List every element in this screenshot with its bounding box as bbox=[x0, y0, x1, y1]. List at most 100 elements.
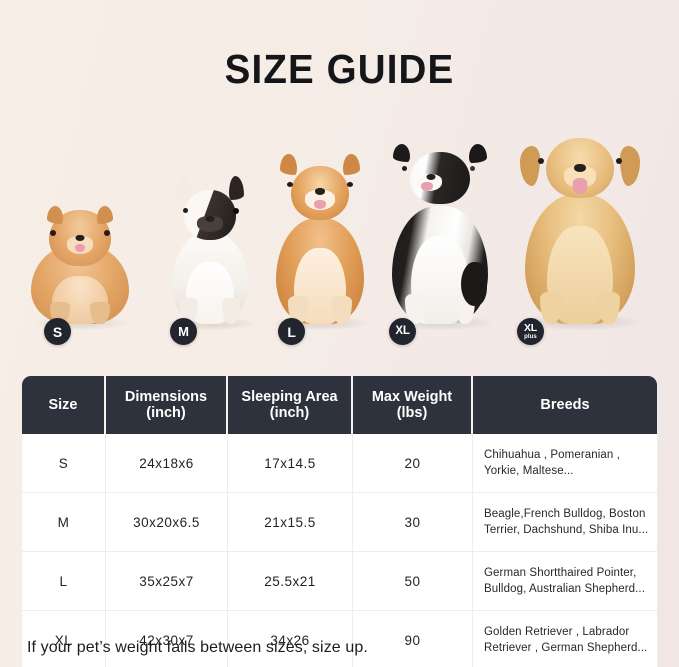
dog-eye-right bbox=[347, 182, 353, 187]
column-header-sleeping-area: Sleeping Area (inch) bbox=[228, 376, 353, 434]
column-header-label: Dimensions bbox=[124, 389, 208, 405]
table-row: XL 42x30x7 34x26 90 Golden Retriever , L… bbox=[22, 610, 657, 667]
dog-eye-left bbox=[287, 182, 293, 187]
dog-eye-left bbox=[50, 230, 56, 236]
size-badge-sublabel: plus bbox=[524, 334, 537, 341]
dog-head bbox=[184, 190, 236, 240]
column-header-dimensions: Dimensions (inch) bbox=[106, 376, 228, 434]
dog-ear-right bbox=[469, 144, 487, 163]
column-header-size: Size bbox=[22, 376, 106, 434]
size-table: Size Dimensions (inch) Sleeping Area (in… bbox=[22, 376, 657, 667]
dog-muzzle bbox=[564, 166, 596, 188]
column-header-label: Max Weight bbox=[371, 389, 453, 405]
dog-figure-xlarge: XL bbox=[365, 125, 515, 350]
dog-figure-large: L bbox=[250, 135, 390, 350]
table-header-row: Size Dimensions (inch) Sleeping Area (in… bbox=[22, 376, 657, 434]
dog-eye-left bbox=[538, 158, 544, 164]
cell-max-weight: 20 bbox=[353, 434, 473, 492]
dog-ear-right bbox=[229, 176, 244, 200]
dog-tongue bbox=[314, 200, 326, 209]
dog-eye-right bbox=[470, 166, 475, 171]
dog-tongue bbox=[75, 244, 85, 252]
dog-eye-left bbox=[183, 208, 188, 213]
dog-nose bbox=[205, 216, 215, 222]
cell-breeds: Chihuahua , Pomeranian , Yorkie, Maltese… bbox=[484, 449, 621, 477]
dog-ear-left bbox=[176, 176, 191, 200]
french-bulldog-illustration bbox=[164, 176, 256, 324]
dog-eye-right bbox=[233, 208, 239, 214]
cell-dimensions: 42x30x7 bbox=[106, 610, 228, 667]
dog-leg-right bbox=[222, 298, 240, 324]
dog-leg-right bbox=[332, 296, 352, 324]
dog-lineup: S M bbox=[0, 120, 679, 350]
cell-size: S bbox=[22, 434, 106, 492]
size-table-container: Size Dimensions (inch) Sleeping Area (in… bbox=[22, 376, 657, 667]
size-badge-xl: XL bbox=[389, 318, 416, 345]
cell-dimensions: 24x18x6 bbox=[106, 434, 228, 492]
size-badge-label: XL bbox=[395, 324, 410, 337]
dog-leg-right bbox=[90, 302, 110, 324]
size-badge-label: L bbox=[287, 323, 296, 340]
table-row: S 24x18x6 17x14.5 20 Chihuahua , Pomeran… bbox=[22, 434, 657, 492]
cell-sleeping-area: 34x26 bbox=[228, 610, 353, 667]
pomeranian-illustration bbox=[28, 206, 132, 324]
size-badge-l: L bbox=[278, 318, 305, 345]
size-badge-s: S bbox=[44, 318, 71, 345]
size-badge-xl-plus: XL plus bbox=[517, 318, 544, 345]
dog-ear-left bbox=[47, 206, 63, 224]
column-header-unit: (lbs) bbox=[396, 405, 428, 421]
table-header: Size Dimensions (inch) Sleeping Area (in… bbox=[22, 376, 657, 434]
dog-leg-left bbox=[288, 296, 308, 324]
column-header-label: Sleeping Area bbox=[241, 389, 338, 405]
dog-leg-left bbox=[180, 298, 198, 324]
cell-sleeping-area: 17x14.5 bbox=[228, 434, 353, 492]
dog-nose bbox=[426, 174, 436, 180]
cell-size: L bbox=[22, 551, 106, 610]
table-row: L 35x25x7 25.5x21 50 German Shortthaired… bbox=[22, 551, 657, 610]
dog-ear-left bbox=[393, 144, 410, 162]
dog-ear-left bbox=[280, 154, 297, 175]
size-badge-label: XL bbox=[523, 321, 538, 334]
dog-nose bbox=[574, 164, 586, 172]
dog-ear-right bbox=[343, 154, 360, 175]
cell-dimensions: 30x20x6.5 bbox=[106, 492, 228, 551]
dog-eye-right bbox=[616, 158, 622, 164]
size-badge-m: M bbox=[170, 318, 197, 345]
dog-leg-left bbox=[540, 292, 562, 324]
cell-breeds: Golden Retriever , Labrador Retriever , … bbox=[473, 610, 657, 667]
column-header-label: Breeds bbox=[540, 397, 590, 413]
dog-ear-left bbox=[520, 146, 540, 186]
dog-eye-left bbox=[402, 166, 407, 171]
dog-nose bbox=[75, 235, 85, 241]
dog-eye-right bbox=[104, 230, 110, 236]
size-badge-label: S bbox=[52, 323, 63, 340]
cell-max-weight: 90 bbox=[353, 610, 473, 667]
dog-marking bbox=[461, 262, 487, 306]
page-title: SIZE GUIDE bbox=[224, 46, 455, 92]
cell-size: XL bbox=[22, 610, 106, 667]
dog-figure-medium: M bbox=[140, 140, 280, 350]
cell-sleeping-area: 25.5x21 bbox=[228, 551, 353, 610]
cell-breeds: Beagle,French Bulldog, Boston Terrier, D… bbox=[473, 492, 657, 551]
golden-retriever-illustration bbox=[518, 132, 642, 324]
cell-max-weight: 50 bbox=[353, 551, 473, 610]
dog-nose bbox=[315, 188, 325, 195]
column-header-max-weight: Max Weight (lbs) bbox=[353, 376, 473, 434]
dog-ear-right bbox=[97, 206, 113, 224]
footnote-text: If your pet’s weight falls between sizes… bbox=[27, 639, 368, 656]
cell-sleeping-area: 21x15.5 bbox=[228, 492, 353, 551]
dog-muzzle bbox=[197, 216, 223, 232]
shiba-inu-illustration bbox=[270, 154, 370, 324]
cell-max-weight: 30 bbox=[353, 492, 473, 551]
dog-figure-xlarge-plus: XL plus bbox=[495, 115, 665, 350]
cell-size: M bbox=[22, 492, 106, 551]
table-row: M 30x20x6.5 21x15.5 30 Beagle,French Bul… bbox=[22, 492, 657, 551]
dog-leg-left bbox=[405, 294, 425, 324]
dog-tongue bbox=[420, 182, 433, 191]
size-badge-label: M bbox=[178, 324, 189, 339]
column-header-breeds: Breeds bbox=[473, 376, 657, 434]
table-body: S 24x18x6 17x14.5 20 Chihuahua , Pomeran… bbox=[22, 434, 657, 667]
dog-leg-right bbox=[598, 292, 620, 324]
cell-breeds: German Shortthaired Pointer, Bulldog, Au… bbox=[473, 551, 657, 610]
